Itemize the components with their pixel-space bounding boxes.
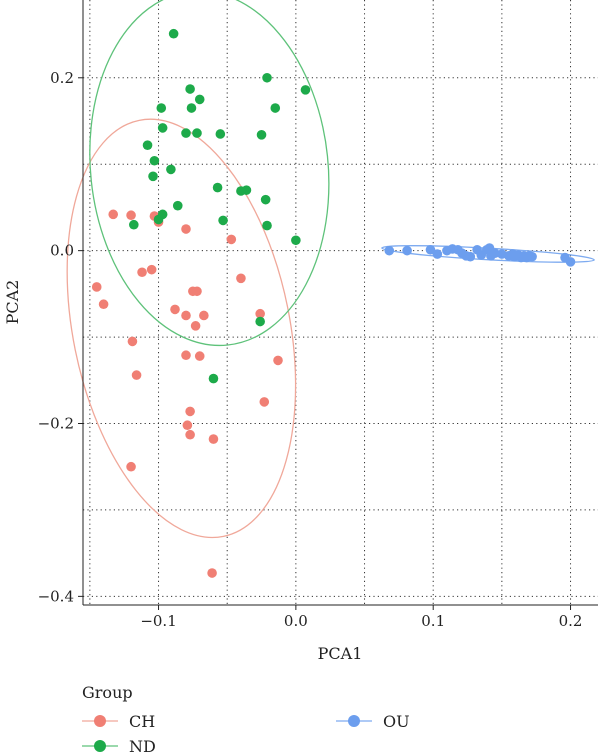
point-nd xyxy=(181,128,191,138)
x-tick-label: 0.1 xyxy=(421,612,445,630)
point-ou xyxy=(432,249,443,259)
y-tick-label: −0.4 xyxy=(38,587,74,605)
legend-key-point xyxy=(94,715,106,727)
legend-key-point xyxy=(348,715,360,727)
point-ch xyxy=(208,434,219,444)
point-ch xyxy=(207,568,217,578)
point-ch xyxy=(185,406,195,417)
point-nd xyxy=(129,219,139,230)
point-nd xyxy=(300,85,311,95)
legend-items: CH ND OU xyxy=(82,712,410,755)
point-nd xyxy=(172,200,183,211)
axis-layer xyxy=(82,0,598,606)
point-ch xyxy=(182,420,193,431)
point-ou xyxy=(402,245,412,256)
point-ch xyxy=(192,286,202,297)
y-axis-title: PCA2 xyxy=(3,280,22,325)
point-ch xyxy=(170,304,180,315)
ellipse-nd xyxy=(89,0,330,347)
legend-label: ND xyxy=(129,737,156,755)
point-ch xyxy=(259,397,270,407)
legend-label: CH xyxy=(129,712,155,731)
point-nd xyxy=(157,123,168,133)
ellipse-ch xyxy=(66,118,297,539)
point-nd xyxy=(218,215,228,226)
point-nd xyxy=(208,373,219,384)
point-nd xyxy=(291,235,301,246)
point-ch xyxy=(91,282,102,292)
point-nd xyxy=(185,84,195,94)
point-nd xyxy=(168,28,179,39)
point-ch xyxy=(273,355,283,366)
x-tick-label: 0.2 xyxy=(559,612,583,630)
point-ch xyxy=(108,209,119,220)
point-nd xyxy=(192,128,202,138)
point-nd xyxy=(212,182,223,193)
point-ch xyxy=(146,264,157,275)
point-nd xyxy=(270,103,281,113)
y-tick-label: −0.2 xyxy=(38,415,74,433)
point-nd xyxy=(149,155,160,166)
point-nd xyxy=(148,171,158,182)
point-ch xyxy=(226,234,237,245)
point-nd xyxy=(153,214,164,225)
point-ou xyxy=(527,251,537,262)
point-nd xyxy=(194,94,205,105)
point-ch xyxy=(127,336,138,347)
point-ch xyxy=(199,310,209,321)
point-ou xyxy=(425,244,436,255)
point-ch xyxy=(98,299,109,310)
point-ou xyxy=(565,257,576,267)
point-nd xyxy=(236,186,246,196)
point-ch xyxy=(126,210,136,221)
point-ch xyxy=(126,461,136,472)
point-nd xyxy=(256,130,267,140)
point-nd xyxy=(260,194,271,205)
x-tick-label: 0.0 xyxy=(284,612,308,630)
point-layer xyxy=(91,28,576,578)
point-ch xyxy=(190,321,201,331)
point-nd xyxy=(262,220,272,231)
y-tick-label: 0.2 xyxy=(50,69,74,87)
tick-layer: −0.1 0.0 0.1 0.2 0.2 0.0 −0.2 −0.4 xyxy=(38,69,583,630)
point-ch xyxy=(131,370,142,380)
point-nd xyxy=(262,72,272,83)
legend-title: Group xyxy=(82,683,133,702)
point-ch xyxy=(185,429,195,440)
point-nd xyxy=(142,140,153,150)
point-ch xyxy=(181,224,191,234)
legend: Group CH ND OU xyxy=(82,683,410,755)
point-ou xyxy=(490,248,500,259)
x-tick-label: −0.1 xyxy=(140,612,176,630)
legend-key-point xyxy=(94,740,106,752)
point-nd xyxy=(255,316,265,327)
point-ou xyxy=(465,251,476,262)
point-nd xyxy=(156,103,167,113)
plot-background xyxy=(83,0,598,605)
point-nd xyxy=(166,164,176,175)
point-ou xyxy=(508,249,518,259)
point-nd xyxy=(215,129,226,139)
point-ch xyxy=(255,308,265,319)
point-ch xyxy=(137,267,147,278)
point-ou xyxy=(384,245,395,256)
point-ch xyxy=(236,273,246,284)
point-ch xyxy=(181,310,191,321)
y-tick-label: 0.0 xyxy=(50,242,74,260)
point-nd xyxy=(186,103,197,113)
point-ch xyxy=(194,351,205,361)
legend-label: OU xyxy=(383,712,410,731)
point-ch xyxy=(181,350,191,361)
x-axis-title: PCA1 xyxy=(318,644,363,663)
